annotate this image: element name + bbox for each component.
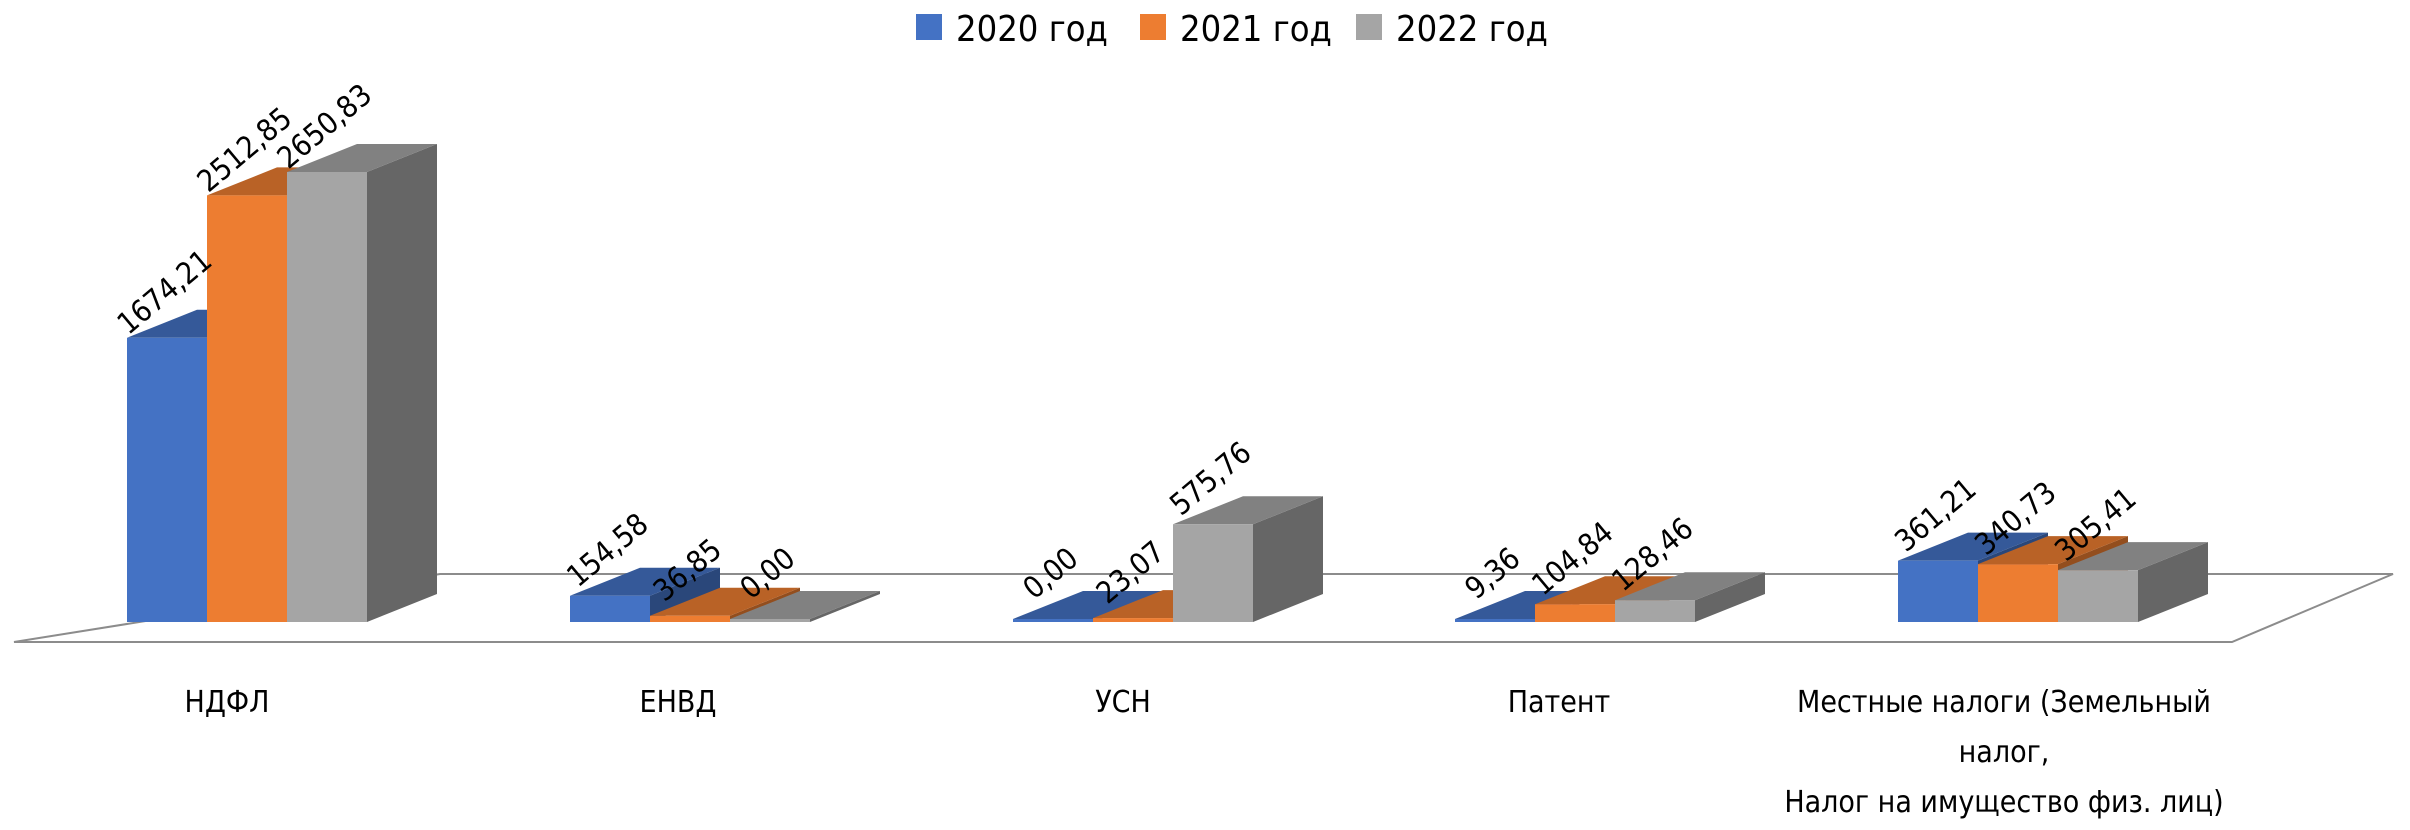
- bar-3-3: [1173, 496, 1323, 622]
- category-label-4: Патент: [1508, 685, 1611, 720]
- legend-label: 2020 год: [956, 9, 1108, 50]
- category-label-3: УСН: [1095, 685, 1151, 720]
- category-label-5: Местные налоги (Земельный налог, Налог на …: [1784, 685, 2223, 820]
- category-label-1: НДФЛ: [185, 685, 270, 720]
- category-labels: НДФЛ ЕНВД УСН Патент Местные налоги (Земельн…: [185, 685, 2224, 820]
- legend-swatch: [1356, 14, 1382, 40]
- bar-3-1: [287, 144, 437, 622]
- bar-1-2: [570, 567, 720, 622]
- bar-3-5: [2058, 542, 2208, 622]
- category-label-2: ЕНВД: [640, 685, 717, 720]
- bars: [127, 144, 2208, 623]
- legend-item-2: 2021 год: [1140, 9, 1332, 50]
- legend-swatch: [916, 14, 942, 40]
- bar-3-4: [1615, 572, 1765, 622]
- legend-label: 2021 год: [1180, 9, 1332, 50]
- legend-item-1: 2020 год: [916, 9, 1108, 50]
- legend-item-3: 2022 год: [1356, 9, 1548, 50]
- legend: 2020 год 2021 год 2022 год: [916, 9, 1548, 50]
- legend-swatch: [1140, 14, 1166, 40]
- bar-3-2: [730, 591, 880, 622]
- legend-label: 2022 год: [1396, 9, 1548, 50]
